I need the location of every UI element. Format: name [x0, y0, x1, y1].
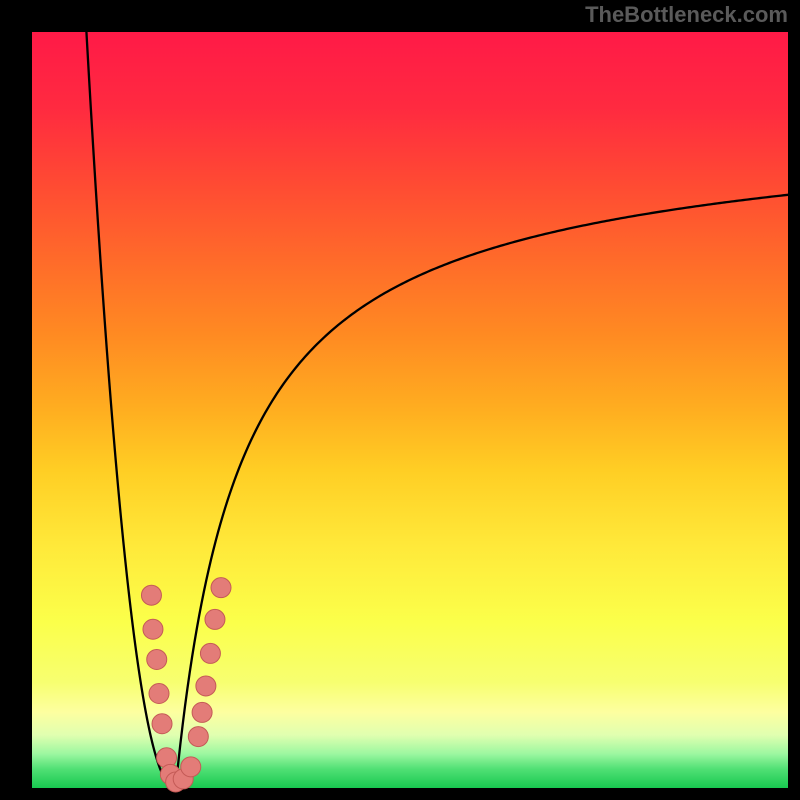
data-marker: [188, 727, 208, 747]
watermark-text: TheBottleneck.com: [585, 2, 788, 28]
data-marker: [200, 643, 220, 663]
curve-overlay: [0, 0, 800, 800]
bottleneck-curve: [86, 32, 175, 788]
chart-container: TheBottleneck.com: [0, 0, 800, 800]
data-marker: [141, 585, 161, 605]
data-marker: [147, 649, 167, 669]
data-marker: [181, 757, 201, 777]
data-marker: [211, 578, 231, 598]
bottleneck-curve: [176, 195, 788, 788]
data-marker: [196, 676, 216, 696]
data-marker: [143, 619, 163, 639]
data-marker: [192, 702, 212, 722]
data-marker: [149, 684, 169, 704]
data-marker: [152, 714, 172, 734]
data-marker: [205, 609, 225, 629]
